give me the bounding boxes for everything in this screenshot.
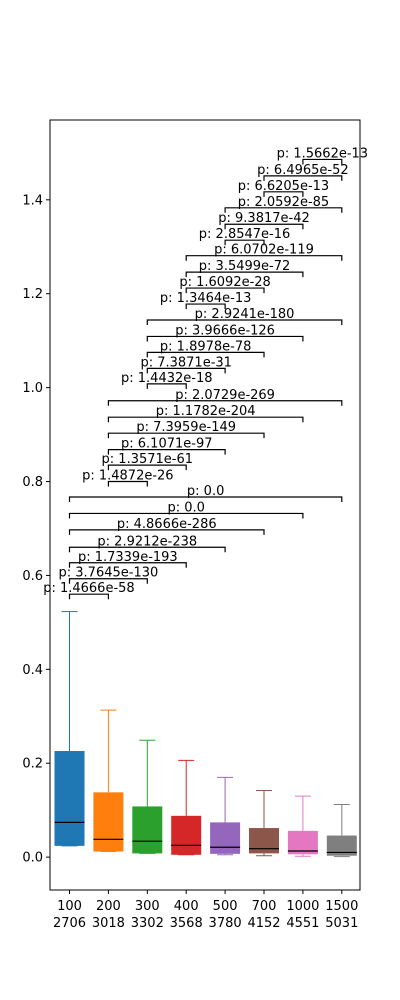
- significance-bracket: [68, 512, 304, 519]
- x-tick-count-label: 2706: [53, 916, 86, 931]
- p-value-label: p: 3.7645e-130: [59, 566, 159, 581]
- p-value-label: p: 1.3571e-61: [102, 452, 193, 467]
- significance-bracket: [302, 158, 343, 165]
- significance-bracket: [68, 562, 187, 568]
- significance-bracket: [146, 383, 187, 389]
- p-value-label: p: 1.8978e-78: [160, 339, 251, 354]
- x-tick-count-label: 5031: [325, 916, 358, 931]
- p-value-label: p: 2.9212e-238: [97, 534, 197, 549]
- box-500: [210, 822, 241, 854]
- p-value-label: p: 1.4432e-18: [121, 371, 212, 386]
- box-200: [93, 792, 124, 852]
- box-1500: [326, 835, 357, 856]
- y-tick-label: 1.0: [22, 381, 43, 396]
- significance-bracket: [107, 480, 148, 487]
- significance-bracket: [107, 400, 343, 406]
- x-tick-count-label: 4551: [286, 916, 319, 931]
- x-tick-label: 200: [96, 899, 121, 914]
- p-value-label: p: 4.8666e-286: [117, 517, 217, 532]
- significance-bracket: [185, 255, 343, 261]
- p-value-label: p: 2.8547e-16: [199, 227, 290, 242]
- axes-frame: [49, 119, 361, 891]
- p-value-label: p: 3.5499e-72: [199, 259, 290, 274]
- p-value-label: p: 6.4965e-52: [257, 163, 348, 178]
- y-tick-label: 1.2: [22, 287, 43, 302]
- x-tick-count-label: 3780: [209, 916, 242, 931]
- significance-bracket: [146, 351, 265, 358]
- x-tick-count-label: 3568: [170, 916, 203, 931]
- x-tick-count-label: 3018: [92, 916, 125, 931]
- box-700: [249, 828, 279, 854]
- x-tick-label: 1500: [325, 899, 358, 914]
- p-value-label: p: 1.3464e-13: [160, 291, 251, 306]
- significance-bracket: [224, 239, 265, 246]
- significance-bracket: [185, 287, 265, 294]
- significance-bracket: [263, 191, 304, 197]
- p-value-label: p: 6.1071e-97: [121, 437, 212, 452]
- p-value-label: p: 3.9666e-126: [175, 323, 275, 338]
- significance-bracket: [68, 496, 343, 503]
- significance-bracket: [68, 578, 148, 584]
- x-tick-label: 400: [174, 899, 199, 914]
- p-value-label: p: 7.3959e-149: [136, 420, 236, 435]
- p-value-label: p: 0.0: [187, 484, 224, 499]
- significance-bracket: [146, 335, 304, 342]
- p-value-label: p: 7.3871e-31: [140, 355, 231, 370]
- p-value-label: p: 2.9241e-180: [195, 307, 295, 322]
- significance-bracket: [263, 175, 343, 181]
- plot-area: 0.0 0.2 0.4 0.6 0.8 1.0 1.2 1.4 100 2706 200 3018 30…: [22, 146, 368, 931]
- x-tick-count-label: 3302: [131, 916, 164, 931]
- significance-bracket: [224, 223, 304, 230]
- x-tick-label: 1000: [286, 899, 319, 914]
- box-1000: [287, 830, 318, 855]
- box-100: [54, 751, 85, 846]
- p-value-label: p: 2.0592e-85: [238, 195, 329, 210]
- significance-bracket: [185, 271, 304, 278]
- y-tick-label: 0.4: [22, 663, 43, 678]
- significance-bracket: [68, 593, 109, 600]
- y-tick-label: 0.6: [22, 569, 43, 584]
- y-tick-label: 0.0: [22, 851, 43, 866]
- p-value-label: p: 1.4872e-26: [82, 469, 173, 484]
- x-tick-label: 700: [252, 899, 277, 914]
- significance-bracket: [107, 432, 265, 439]
- significance-bracket: [185, 303, 226, 310]
- significance-bracket: [146, 319, 343, 326]
- x-tick-count-label: 4152: [247, 916, 280, 931]
- p-value-label: p: 0.0: [167, 500, 204, 515]
- y-tick-label: 1.4: [22, 193, 43, 208]
- x-tick-label: 100: [57, 899, 82, 914]
- y-tick-label: 0.2: [22, 757, 43, 772]
- p-value-label: p: 6.6205e-13: [238, 179, 329, 194]
- significance-bracket: [107, 416, 304, 423]
- p-value-label: p: 1.6092e-28: [179, 275, 270, 290]
- significance-bracket: [68, 529, 265, 535]
- p-value-label: p: 6.0702e-119: [214, 243, 314, 258]
- p-value-label: p: 1.4666e-58: [43, 581, 134, 596]
- significance-bracket: [107, 448, 226, 455]
- significance-bracket: [68, 546, 226, 553]
- p-value-label: p: 1.5662e-13: [277, 146, 368, 161]
- box-300: [132, 806, 163, 854]
- significance-bracket: [146, 367, 226, 374]
- y-tick-label: 0.8: [22, 475, 43, 490]
- p-value-label: p: 1.1782e-204: [156, 404, 256, 419]
- p-value-label: p: 1.7339e-193: [78, 550, 178, 565]
- x-tick-label: 300: [135, 899, 160, 914]
- significance-bracket: [107, 464, 187, 471]
- box-400: [171, 815, 202, 855]
- x-tick-label: 500: [213, 899, 238, 914]
- p-value-label: p: 2.0729e-269: [175, 388, 275, 403]
- p-value-label: p: 9.3817e-42: [218, 211, 309, 226]
- significance-bracket: [224, 207, 343, 213]
